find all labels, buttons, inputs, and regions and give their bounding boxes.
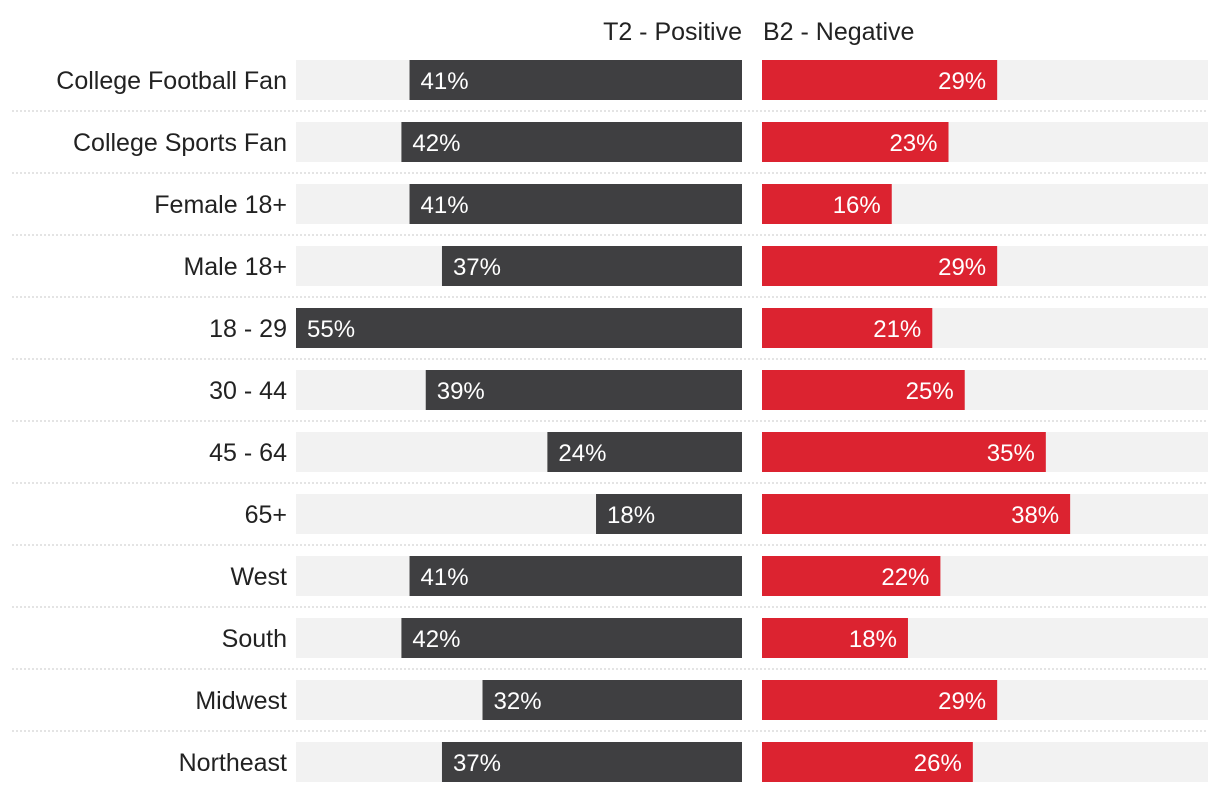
bar-negative xyxy=(762,618,908,658)
bar-positive xyxy=(296,308,742,348)
row-dividers xyxy=(12,110,1208,732)
value-label-negative: 21% xyxy=(873,316,921,343)
labels: College Football Fan 41% 29% College Sports… xyxy=(56,67,1059,777)
category-label: South xyxy=(222,625,287,653)
bar-positive xyxy=(425,370,742,410)
bar-negative xyxy=(762,60,998,100)
value-label-negative: 16% xyxy=(833,192,881,219)
value-label-negative: 29% xyxy=(938,68,986,95)
category-label: Female 18+ xyxy=(154,191,287,219)
bar-negative xyxy=(762,680,998,720)
value-label-negative: 23% xyxy=(889,130,937,157)
category-label: 65+ xyxy=(245,501,287,529)
bar-negative xyxy=(762,432,1046,472)
category-label: 18 - 29 xyxy=(209,315,287,343)
value-label-positive: 37% xyxy=(453,750,501,777)
value-label-positive: 37% xyxy=(453,254,501,281)
value-label-negative: 29% xyxy=(938,254,986,281)
bar-positive xyxy=(409,60,742,100)
bar-positive xyxy=(409,184,742,224)
value-label-negative: 38% xyxy=(1011,502,1059,529)
value-label-negative: 18% xyxy=(849,626,897,653)
value-label-negative: 29% xyxy=(938,688,986,715)
value-label-positive: 39% xyxy=(437,378,485,405)
bar-positive xyxy=(401,122,742,162)
category-label: College Football Fan xyxy=(56,67,287,95)
bar-negative xyxy=(762,494,1071,534)
value-label-negative: 22% xyxy=(881,564,929,591)
bar-negative xyxy=(762,556,941,596)
bars xyxy=(296,60,1071,782)
category-label: 30 - 44 xyxy=(209,377,287,405)
value-label-positive: 55% xyxy=(307,316,355,343)
value-label-negative: 25% xyxy=(906,378,954,405)
bar-positive xyxy=(547,432,742,472)
header-t2-positive: T2 - Positive xyxy=(603,18,742,46)
category-label: West xyxy=(231,563,288,591)
bar-negative xyxy=(762,742,973,782)
category-label: Male 18+ xyxy=(183,253,287,281)
value-label-negative: 35% xyxy=(987,440,1035,467)
bar-negative xyxy=(762,370,965,410)
bar-positive xyxy=(441,246,742,286)
bar-negative xyxy=(762,184,892,224)
bar-positive xyxy=(409,556,742,596)
category-label: 45 - 64 xyxy=(209,439,287,467)
value-label-positive: 41% xyxy=(421,68,469,95)
bar-negative xyxy=(762,246,998,286)
bar-positive xyxy=(441,742,742,782)
value-label-positive: 42% xyxy=(412,130,460,157)
bar-positive xyxy=(596,494,742,534)
bar-negative xyxy=(762,308,933,348)
value-label-positive: 42% xyxy=(412,626,460,653)
value-label-positive: 24% xyxy=(558,440,606,467)
bar-negative xyxy=(762,122,949,162)
value-label-positive: 18% xyxy=(607,502,655,529)
category-label: Northeast xyxy=(179,749,287,777)
bar-positive xyxy=(482,680,742,720)
category-label: Midwest xyxy=(195,687,287,715)
value-label-positive: 32% xyxy=(494,688,542,715)
header-b2-negative: B2 - Negative xyxy=(763,18,914,46)
value-label-positive: 41% xyxy=(421,564,469,591)
value-label-negative: 26% xyxy=(914,750,962,777)
bar-positive xyxy=(401,618,742,658)
value-label-positive: 41% xyxy=(421,192,469,219)
category-label: College Sports Fan xyxy=(73,129,287,157)
